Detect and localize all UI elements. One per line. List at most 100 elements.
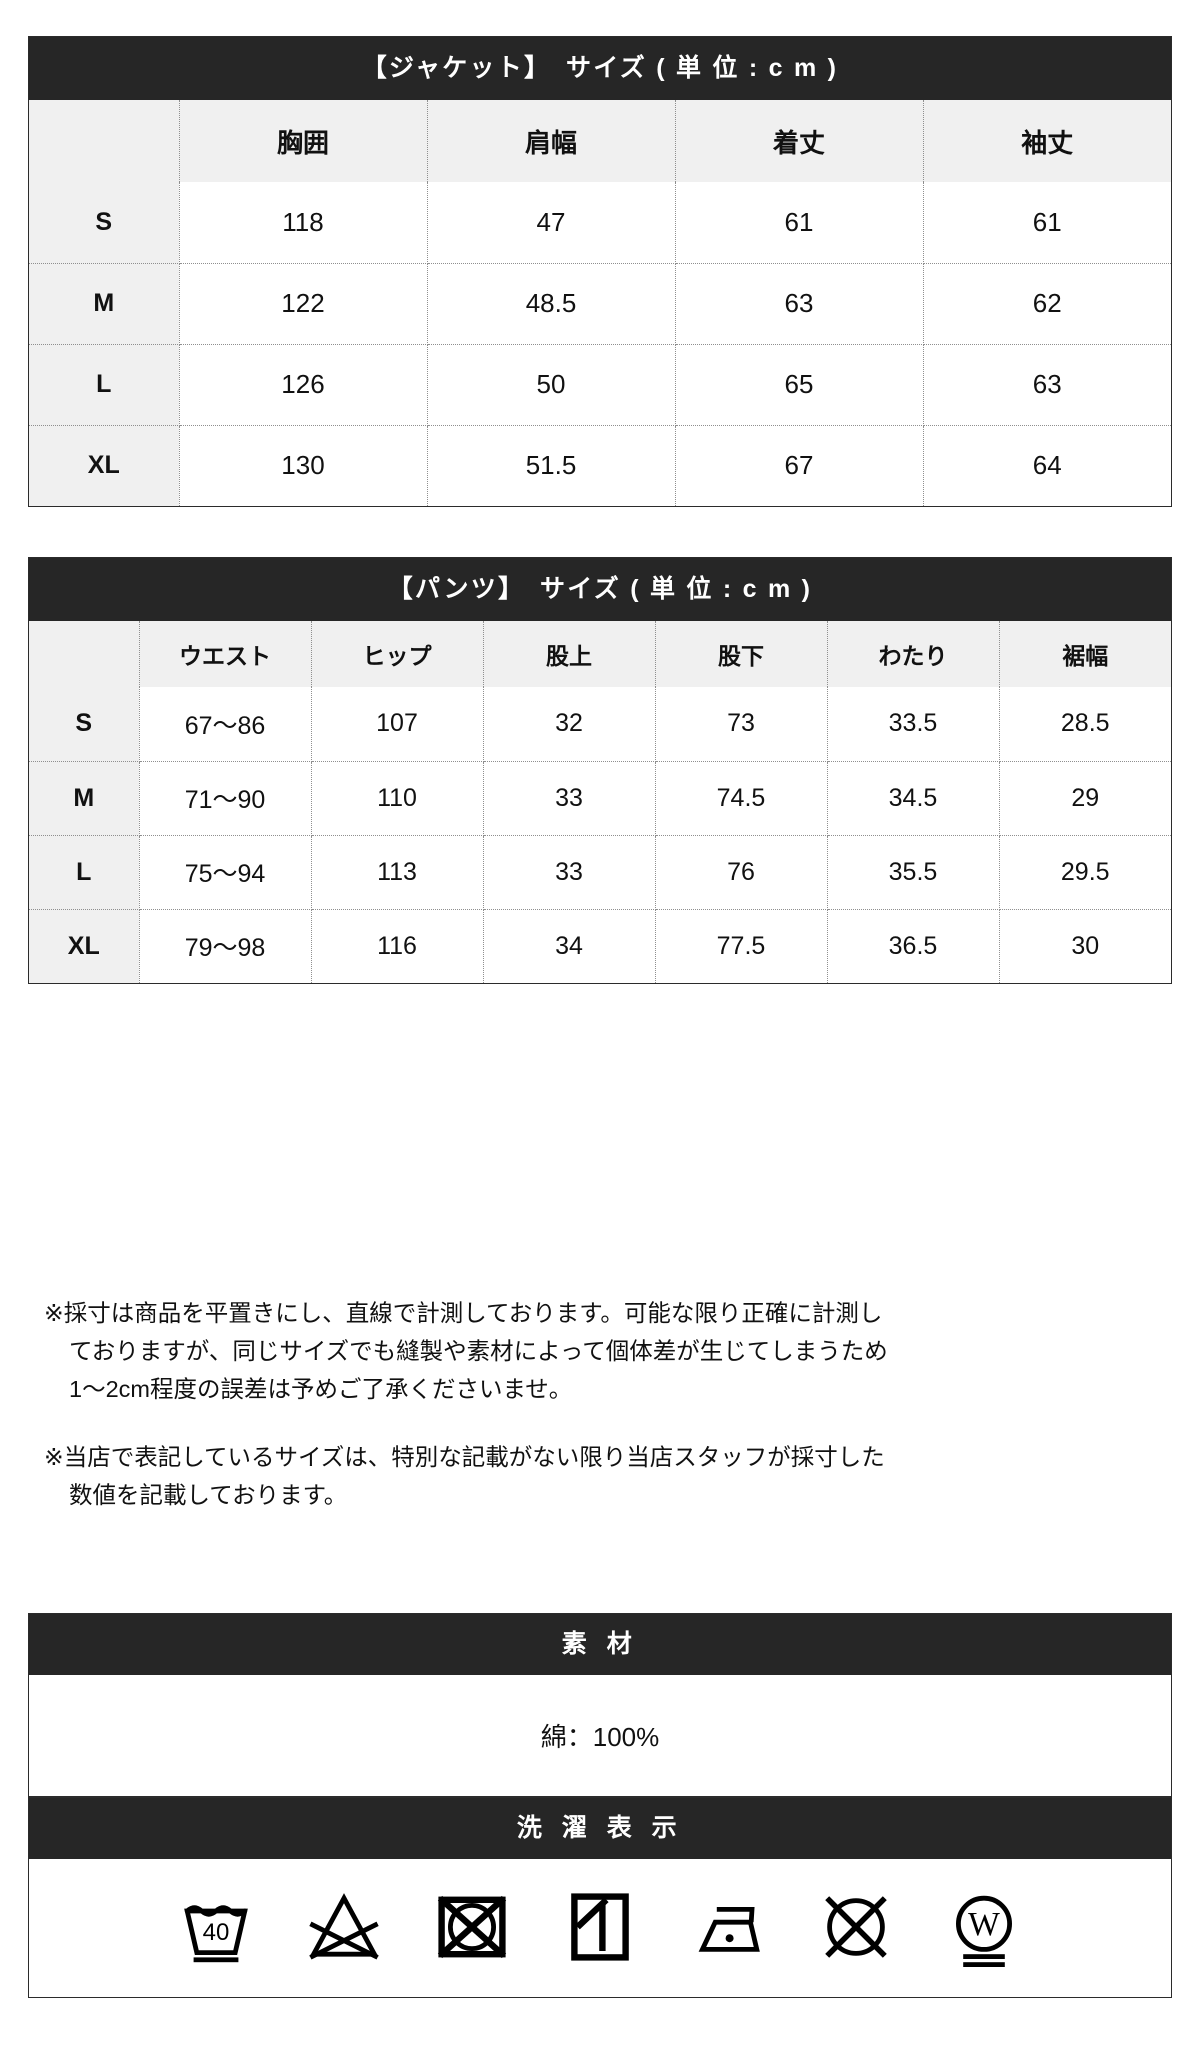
pants-cell: 28.5 <box>999 687 1171 762</box>
pants-size-table: ウエスト ヒップ 股上 股下 わたり 裾幅 S 67〜86 107 32 73 … <box>29 621 1171 983</box>
iron-low-one-dot-icon <box>686 1885 770 1969</box>
jacket-cell: 50 <box>427 344 676 426</box>
jacket-size-label: M <box>29 263 180 345</box>
jacket-col-header-length: 着丈 <box>675 100 924 182</box>
table-row: XL 79〜98 116 34 77.5 36.5 30 <box>29 909 1171 983</box>
svg-text:40: 40 <box>203 1919 230 1946</box>
pants-cell: 29.5 <box>999 835 1171 910</box>
jacket-size-label: XL <box>29 425 180 506</box>
care-label-title: 洗 濯 表 示 <box>29 1798 1171 1859</box>
table-row: L 126 50 65 63 <box>29 344 1171 426</box>
jacket-header-row: 胸囲 肩幅 着丈 袖丈 <box>29 100 1171 182</box>
jacket-col-header-sleeve: 袖丈 <box>923 100 1171 182</box>
jacket-cell: 67 <box>675 425 924 506</box>
pants-cell: 32 <box>483 687 656 762</box>
pants-col-header-thigh: わたり <box>827 621 1000 687</box>
pants-size-label: M <box>29 761 140 836</box>
jacket-col-header-shoulder: 肩幅 <box>427 100 676 182</box>
table-row: M 122 48.5 63 62 <box>29 263 1171 345</box>
pants-cell: 75〜94 <box>139 835 312 910</box>
pants-cell: 34.5 <box>827 761 1000 836</box>
table-row: XL 130 51.5 67 64 <box>29 425 1171 506</box>
dry-in-shade-icon <box>558 1885 642 1969</box>
material-value: 綿：100% <box>29 1675 1171 1796</box>
pants-cell: 116 <box>311 909 484 983</box>
pants-cell: 67〜86 <box>139 687 312 762</box>
jacket-cell: 62 <box>923 263 1171 345</box>
pants-cell: 73 <box>655 687 828 762</box>
pants-col-header-hem: 裾幅 <box>999 621 1171 687</box>
pants-cell: 33 <box>483 835 656 910</box>
pants-cell: 107 <box>311 687 484 762</box>
pants-cell: 76 <box>655 835 828 910</box>
pants-size-label: L <box>29 835 140 910</box>
jacket-cell: 61 <box>923 182 1171 264</box>
pants-cell: 35.5 <box>827 835 1000 910</box>
pants-cell: 33.5 <box>827 687 1000 762</box>
pants-size-label: XL <box>29 909 140 983</box>
note-line: ※採寸は商品を平置きにし、直線で計測しております。可能な限り正確に計測し <box>44 1300 883 1326</box>
pants-cell: 77.5 <box>655 909 828 983</box>
care-label-block: 洗 濯 表 示 40 <box>28 1797 1172 1998</box>
pants-cell: 79〜98 <box>139 909 312 983</box>
material-block: 素 材 綿：100% <box>28 1613 1172 1797</box>
jacket-cell: 48.5 <box>427 263 676 345</box>
pants-cell: 74.5 <box>655 761 828 836</box>
jacket-size-label: S <box>29 182 180 264</box>
jacket-cell: 118 <box>179 182 428 264</box>
pants-col-header-waist: ウエスト <box>139 621 312 687</box>
pants-cell: 30 <box>999 909 1171 983</box>
pants-cell: 71〜90 <box>139 761 312 836</box>
jacket-cell: 64 <box>923 425 1171 506</box>
care-symbol-row: 40 <box>29 1859 1171 1997</box>
jacket-cell: 61 <box>675 182 924 264</box>
pants-size-table-block: 【パンツ】 サイズ ( 単 位 : c m ) ウエスト ヒップ 股上 股下 わ… <box>28 557 1172 984</box>
jacket-col-header-size <box>29 100 180 182</box>
pants-col-header-inseam: 股下 <box>655 621 828 687</box>
table-row: M 71〜90 110 33 74.5 34.5 29 <box>29 761 1171 836</box>
pants-col-header-size <box>29 621 140 687</box>
pants-cell: 34 <box>483 909 656 983</box>
note-staff-measured: ※当店で表記しているサイズは、特別な記載がない限り当店スタッフが採寸した 数値を… <box>44 1438 1144 1514</box>
jacket-cell: 122 <box>179 263 428 345</box>
machine-wash-40-gentle-icon: 40 <box>174 1885 258 1969</box>
jacket-cell: 65 <box>675 344 924 426</box>
material-title: 素 材 <box>29 1614 1171 1675</box>
note-line: 1〜2cm程度の誤差は予めご了承くださいませ。 <box>69 1376 573 1403</box>
note-line: 数値を記載しております。 <box>69 1482 348 1509</box>
pants-cell: 29 <box>999 761 1171 836</box>
table-row: L 75〜94 113 33 76 35.5 29.5 <box>29 835 1171 910</box>
pants-size-label: S <box>29 687 140 762</box>
svg-text:W: W <box>968 1906 1000 1943</box>
table-row: S 118 47 61 61 <box>29 182 1171 264</box>
do-not-bleach-icon <box>302 1885 386 1969</box>
jacket-cell: 51.5 <box>427 425 676 506</box>
pants-header-row: ウエスト ヒップ 股上 股下 わたり 裾幅 <box>29 621 1171 687</box>
jacket-cell: 63 <box>923 344 1171 426</box>
jacket-cell: 47 <box>427 182 676 264</box>
pants-cell: 113 <box>311 835 484 910</box>
jacket-cell: 63 <box>675 263 924 345</box>
jacket-table-title: 【ジャケット】 サイズ ( 単 位 : c m ) <box>29 37 1171 100</box>
pants-col-header-rise: 股上 <box>483 621 656 687</box>
jacket-cell: 130 <box>179 425 428 506</box>
note-measurement-method: ※採寸は商品を平置きにし、直線で計測しております。可能な限り正確に計測し ており… <box>44 1294 1144 1408</box>
pants-table-title: 【パンツ】 サイズ ( 単 位 : c m ) <box>29 558 1171 621</box>
wetclean-very-gentle-icon: W <box>942 1885 1026 1969</box>
jacket-size-label: L <box>29 344 180 426</box>
measurement-notes: ※採寸は商品を平置きにし、直線で計測しております。可能な限り正確に計測し ており… <box>44 1294 1144 1544</box>
jacket-col-header-chest: 胸囲 <box>179 100 428 182</box>
do-not-dryclean-icon <box>814 1885 898 1969</box>
pants-cell: 110 <box>311 761 484 836</box>
note-line: ※当店で表記しているサイズは、特別な記載がない限り当店スタッフが採寸した <box>44 1444 885 1471</box>
jacket-size-table-block: 【ジャケット】 サイズ ( 単 位 : c m ) 胸囲 肩幅 着丈 袖丈 S … <box>28 36 1172 507</box>
pants-col-header-hip: ヒップ <box>311 621 484 687</box>
table-row: S 67〜86 107 32 73 33.5 28.5 <box>29 687 1171 762</box>
pants-cell: 36.5 <box>827 909 1000 983</box>
note-line: ておりますが、同じサイズでも縫製や素材によって個体差が生じてしまうため <box>69 1338 888 1365</box>
jacket-cell: 126 <box>179 344 428 426</box>
jacket-size-table: 胸囲 肩幅 着丈 袖丈 S 118 47 61 61 M 122 48.5 <box>29 100 1171 506</box>
pants-cell: 33 <box>483 761 656 836</box>
do-not-tumble-dry-icon <box>430 1885 514 1969</box>
